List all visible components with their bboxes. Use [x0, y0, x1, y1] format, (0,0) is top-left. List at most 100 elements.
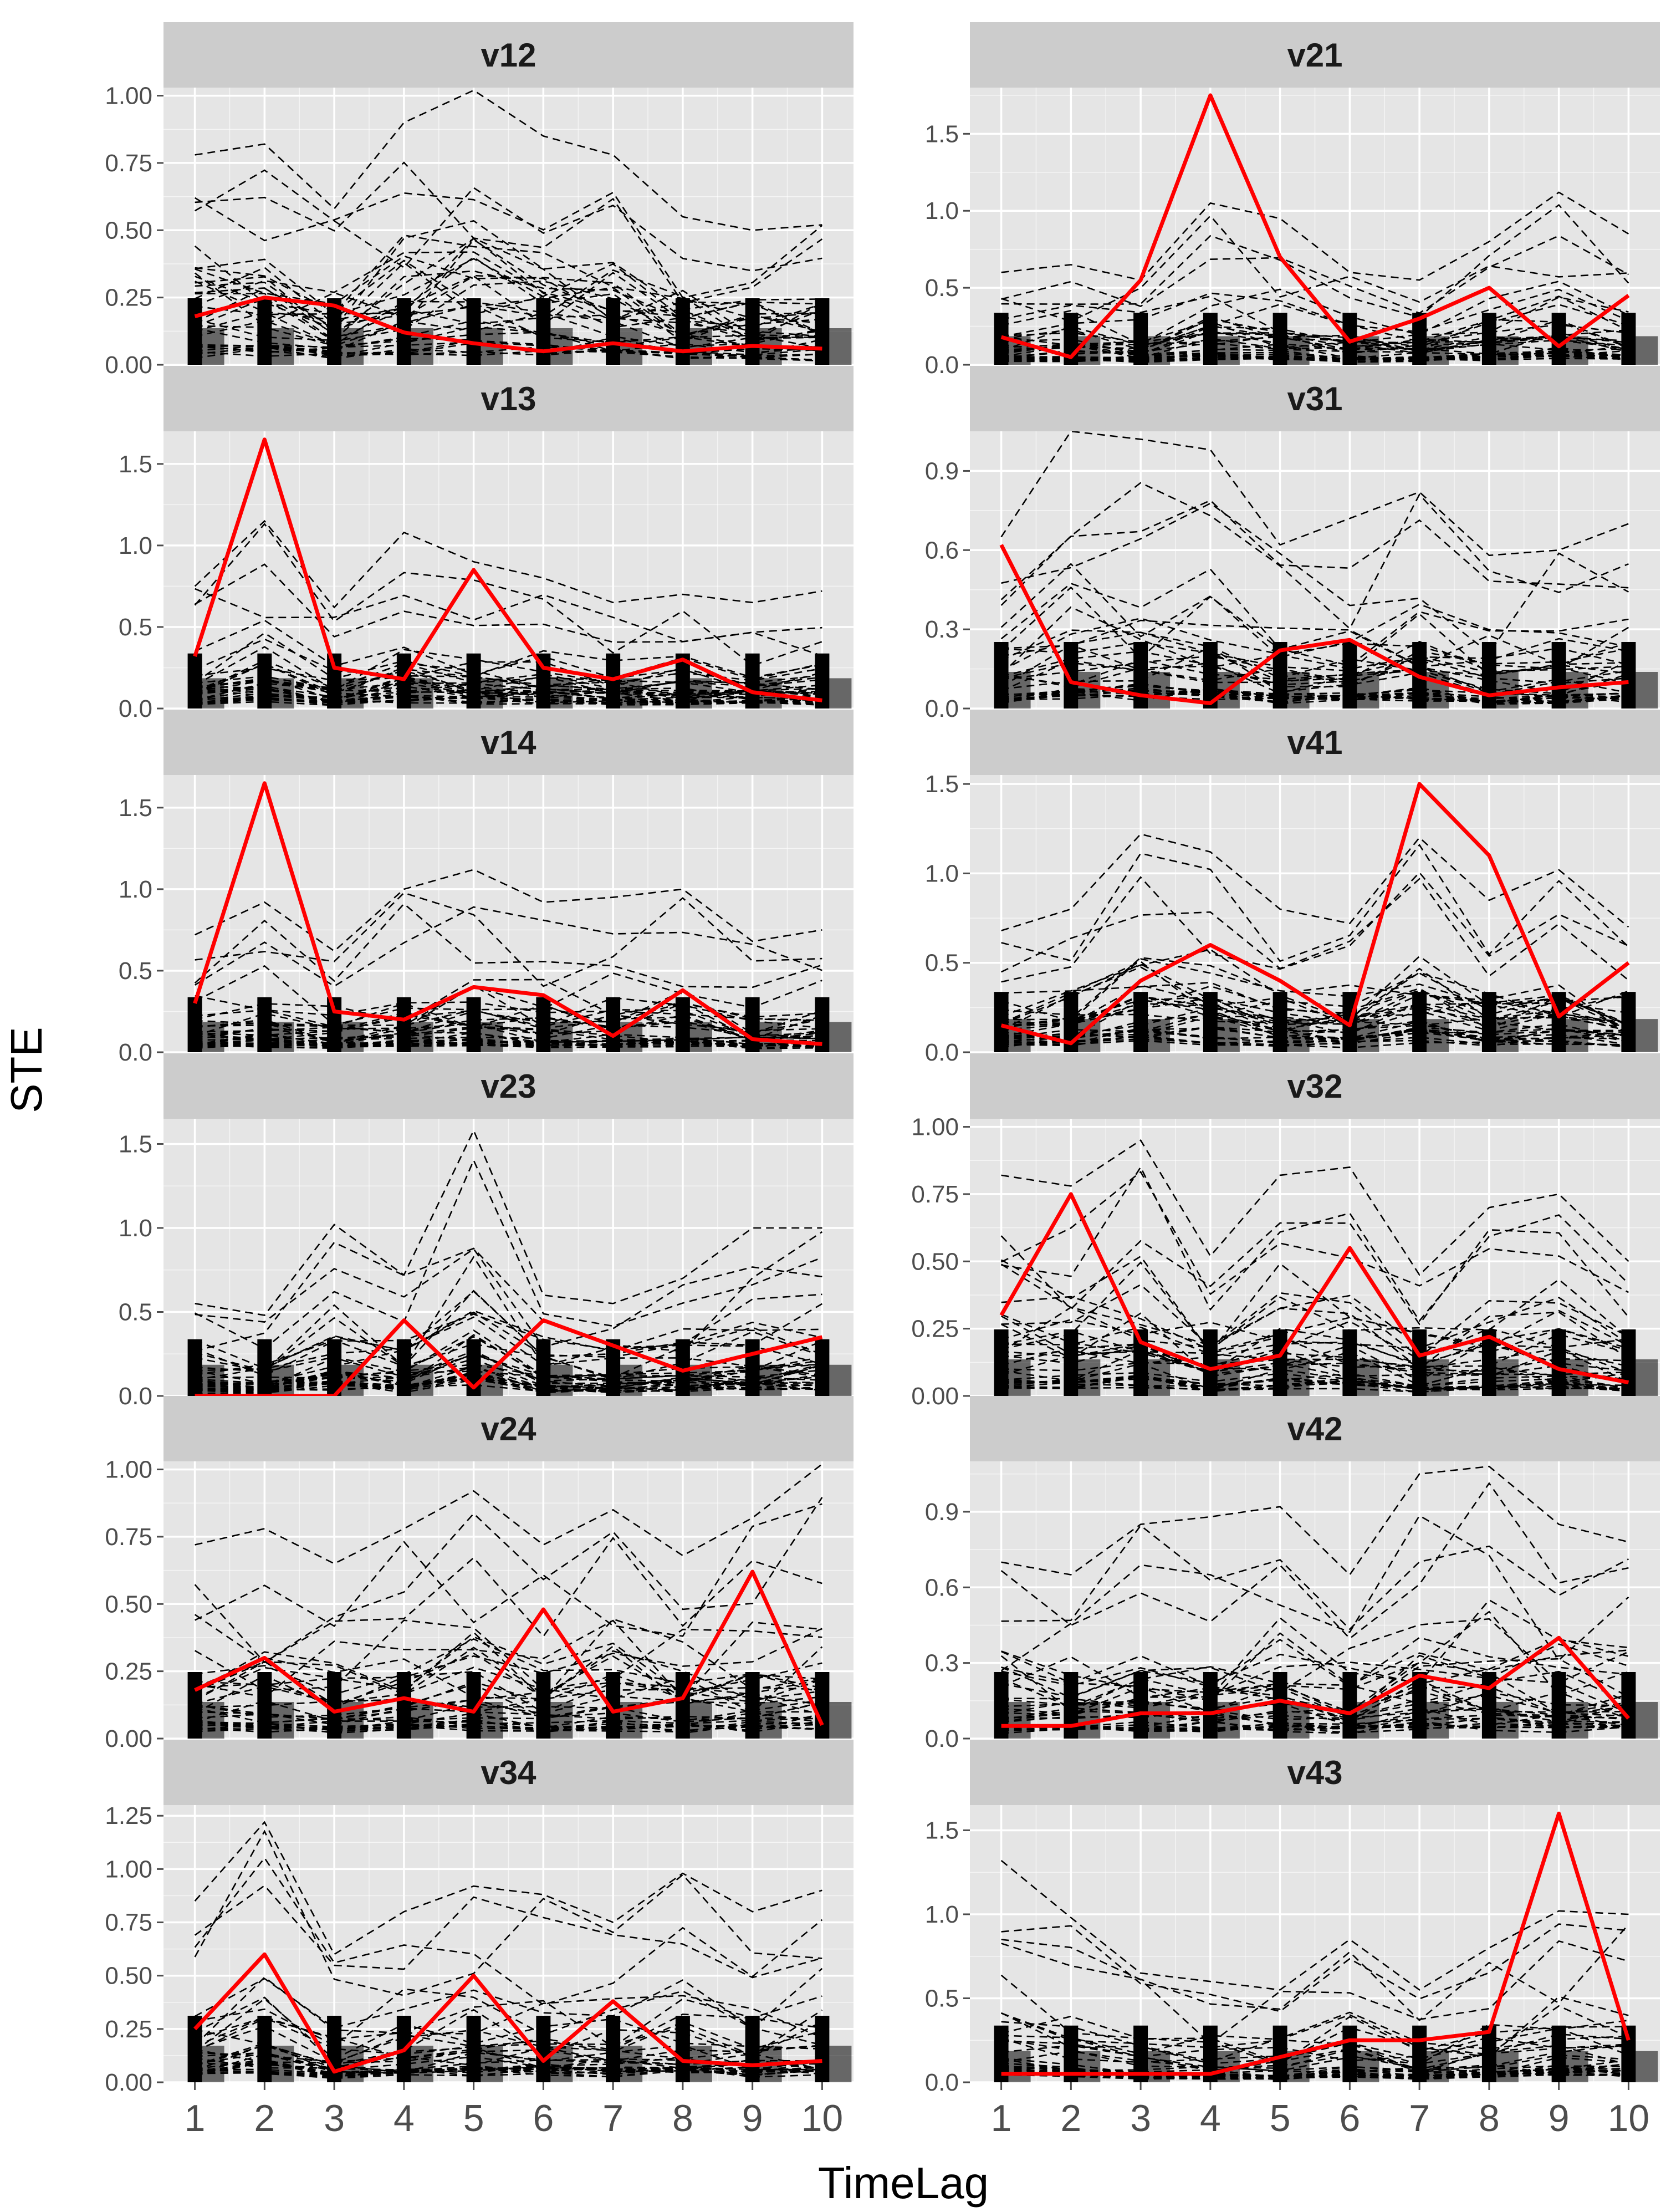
surrogate-cluster-shadow	[1566, 1702, 1588, 1739]
y-tick-labels-v43: 0.0 0.5 1.0 1.5	[925, 1817, 970, 2096]
surrogate-line	[195, 1628, 822, 1686]
y-tick-label: 0.00	[105, 1725, 152, 1752]
surrogate-line	[195, 237, 822, 336]
surrogate-cluster	[815, 1672, 830, 1739]
y-tick-label: 1.0	[119, 876, 152, 903]
surrogate-cluster	[257, 298, 272, 365]
surrogate-line	[195, 2049, 822, 2071]
surrogate-lines-v41	[994, 833, 1658, 1052]
surrogate-line	[195, 2045, 822, 2069]
y-tick-label: 0.50	[105, 217, 152, 244]
surrogate-line	[195, 659, 822, 694]
strip-v34	[163, 1740, 854, 1805]
surrogate-line	[1001, 665, 1629, 694]
surrogate-line	[1001, 1379, 1629, 1391]
surrogate-line	[1001, 325, 1629, 351]
surrogate-line	[1001, 338, 1629, 359]
surrogate-cluster	[1551, 1329, 1566, 1396]
x-tick-label: 8	[1479, 2097, 1500, 2139]
surrogate-cluster	[675, 2016, 690, 2082]
surrogate-line	[195, 1129, 822, 1316]
panel-v24: v24 0.00 0.25 0.50 0.75 1.00	[105, 1396, 854, 1752]
surrogate-line	[1001, 1373, 1629, 1390]
surrogate-line	[194, 1497, 823, 1664]
surrogate-line	[195, 255, 822, 336]
surrogate-cluster	[257, 2016, 272, 2082]
surrogate-line	[195, 1350, 822, 1386]
panel-v42: v42 0.0 0.3 0.6 0.9	[925, 1396, 1660, 1752]
surrogate-lines-v23	[187, 1129, 852, 1396]
surrogate-cluster-shadow	[829, 1364, 852, 1396]
x-tick-label: 4	[393, 2097, 415, 2139]
surrogate-cluster-shadow	[1078, 1359, 1101, 1396]
surrogate-line	[1001, 1341, 1629, 1372]
surrogate-cluster-shadow	[1287, 672, 1310, 709]
surrogate-line	[1001, 325, 1629, 355]
surrogate-line	[1001, 957, 1629, 1027]
surrogate-cluster-shadow	[272, 1364, 294, 1396]
surrogate-cluster	[745, 997, 760, 1052]
surrogate-line	[194, 903, 822, 988]
y-tick-label: 0.5	[925, 950, 959, 977]
surrogate-cluster	[187, 298, 202, 365]
y-tick-label: 0.00	[911, 1383, 959, 1410]
y-tick-labels-v23: 0.0 0.5 1.0 1.5	[119, 1130, 163, 1410]
surrogate-line	[1001, 1686, 1629, 1719]
surrogate-cluster	[1064, 1672, 1079, 1739]
surrogate-cluster-shadow	[1496, 1702, 1519, 1739]
surrogate-cluster	[745, 2016, 760, 2082]
surrogate-line	[1001, 1344, 1629, 1375]
surrogate-cluster-shadow	[1217, 1019, 1240, 1052]
surrogate-cluster-shadow	[550, 1022, 573, 1052]
surrogate-line	[195, 1722, 822, 1733]
surrogate-line	[1001, 203, 1629, 318]
surrogate-cluster-shadow	[689, 1702, 712, 1739]
surrogate-cluster-shadow	[1496, 1359, 1519, 1396]
x-tick-label: 10	[801, 2097, 844, 2139]
surrogate-cluster	[187, 653, 202, 709]
y-tick-label: 0.75	[105, 1523, 152, 1551]
surrogate-line	[1001, 288, 1629, 351]
strip-v31	[970, 366, 1660, 431]
surrogate-line	[195, 1002, 822, 1031]
surrogate-line	[1000, 1263, 1629, 1358]
surrogate-line	[195, 1293, 822, 1377]
surrogate-cluster	[994, 992, 1009, 1052]
surrogate-cluster	[1412, 1672, 1427, 1739]
surrogate-line	[195, 685, 822, 704]
surrogate-line	[1001, 1313, 1629, 1374]
panel-v21: v21 0.0 0.5 1.0 1.5	[925, 22, 1660, 379]
surrogate-line	[1001, 989, 1629, 1026]
surrogate-line	[1001, 690, 1629, 702]
surrogate-cluster-shadow	[550, 1702, 573, 1739]
surrogate-cluster-shadow	[1078, 2051, 1101, 2082]
surrogate-line	[1001, 2012, 1629, 2066]
surrogate-cluster-shadow	[1287, 1702, 1310, 1739]
surrogate-cluster-shadow	[272, 678, 294, 709]
surrogate-cluster-shadow	[759, 1364, 782, 1396]
surrogate-line	[195, 308, 822, 348]
surrogate-line	[1001, 1694, 1629, 1724]
x-tick-label: 6	[1339, 2097, 1360, 2139]
surrogate-cluster-shadow	[1427, 1359, 1449, 1396]
y-tick-labels-v34: 0.00 0.25 0.50 0.75 1.00 1.25	[105, 1802, 163, 2096]
surrogate-line	[1001, 1283, 1629, 1369]
surrogate-cluster	[1342, 1672, 1357, 1739]
surrogate-cluster	[994, 642, 1009, 709]
surrogate-line	[195, 2068, 822, 2077]
observed-line-v31	[999, 544, 1629, 705]
surrogate-cluster	[1273, 1329, 1287, 1396]
surrogate-cluster-shadow	[202, 2046, 224, 2082]
surrogate-line	[1001, 1023, 1629, 1042]
surrogate-line	[195, 892, 822, 987]
surrogate-line	[195, 1248, 822, 1348]
panel-v14: v14 0.0 0.5 1.0 1.5	[119, 710, 854, 1066]
surrogate-line	[1001, 1679, 1629, 1722]
surrogate-line	[194, 1977, 822, 2046]
surrogate-cluster	[1412, 2025, 1427, 2082]
surrogate-line	[1001, 292, 1629, 343]
surrogate-line	[195, 251, 822, 337]
surrogate-cluster	[1551, 2025, 1566, 2082]
surrogate-line	[1001, 1350, 1629, 1377]
y-tick-label: 0.6	[925, 537, 959, 564]
